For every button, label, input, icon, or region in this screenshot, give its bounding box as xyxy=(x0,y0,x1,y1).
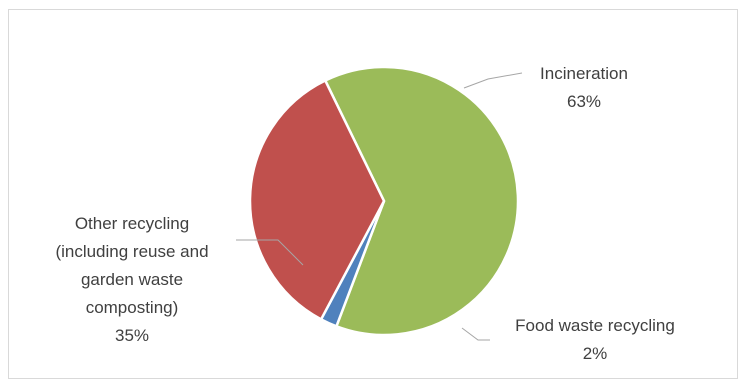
data-labels: Incineration 63% Food waste recycling 2%… xyxy=(55,64,674,363)
label-incineration-percent: 63% xyxy=(567,92,601,111)
label-other-recycling-line1: Other recycling xyxy=(75,214,189,233)
slice-incineration xyxy=(323,65,520,337)
leader-line-food-waste xyxy=(461,327,490,341)
label-other-recycling-line3: garden waste xyxy=(81,270,183,289)
label-other-recycling-line4: composting) xyxy=(86,298,179,317)
leader-line-incineration xyxy=(463,72,523,89)
slice-other-recycling xyxy=(248,78,386,322)
label-food-waste-percent: 2% xyxy=(583,344,608,363)
pie-slices xyxy=(248,65,520,337)
label-other-recycling-percent: 35% xyxy=(115,326,149,345)
label-food-waste-name: Food waste recycling xyxy=(515,316,675,335)
leader-line-other-recycling xyxy=(236,239,304,266)
label-other-recycling-line2: (including reuse and xyxy=(55,242,208,261)
leader-lines xyxy=(236,72,523,341)
label-incineration-name: Incineration xyxy=(540,64,628,83)
